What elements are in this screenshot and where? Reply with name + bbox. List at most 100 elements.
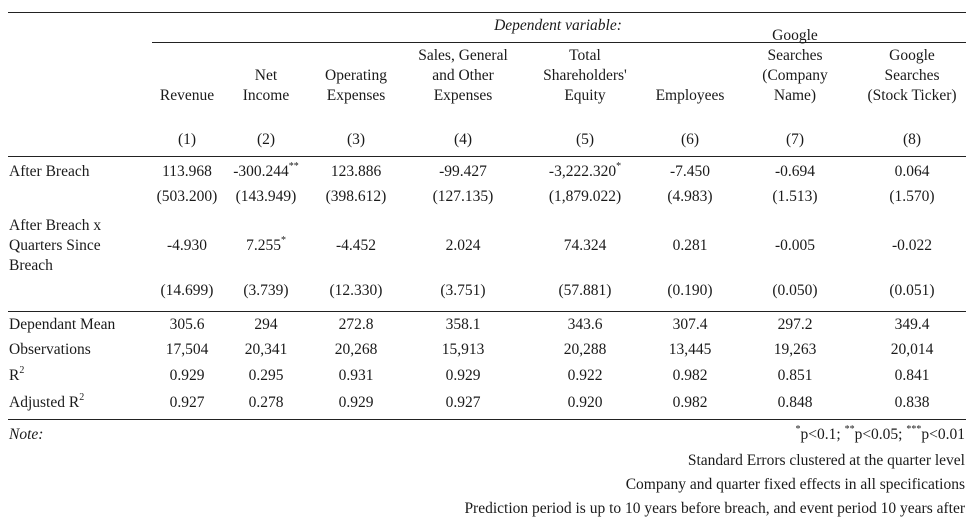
dependent-variable-rule: [152, 42, 966, 43]
column-header-line: Expenses: [433, 87, 493, 104]
column-number: (7): [785, 131, 805, 148]
interaction-coefficient: -4.930: [166, 237, 208, 254]
interaction-standard-error: (12.330): [329, 282, 383, 299]
interaction-coefficient: -4.452: [335, 237, 377, 254]
significance-legend: *p<0.1; **p<0.05; ***p<0.01: [795, 424, 966, 443]
header-bottom-rule: [8, 156, 966, 157]
after-breach-standard-error: (4.983): [667, 188, 713, 205]
note-line: Prediction period is up to 10 years befo…: [464, 500, 965, 517]
interaction-standard-error: (0.190): [667, 282, 713, 299]
significance-stars: *: [616, 161, 622, 172]
stat-label: Observations: [9, 341, 91, 358]
stat-value: 0.922: [567, 367, 603, 384]
stat-value: 0.929: [445, 367, 481, 384]
stat-value: 0.927: [169, 394, 205, 411]
column-header-line: (Company: [762, 67, 828, 84]
column-header-line: Searches: [884, 67, 940, 84]
column-header-line: and Other: [432, 67, 494, 84]
column-header-name: Google Searches (Stock Ticker): [867, 46, 956, 106]
column-header-line: Revenue: [159, 87, 215, 104]
column-header-line: Google: [772, 27, 818, 44]
column-number: (5): [575, 131, 595, 148]
top-rule: [8, 12, 966, 13]
column-number: (8): [902, 131, 922, 148]
stat-value: 343.6: [567, 316, 603, 333]
stat-value: 20,341: [244, 341, 288, 358]
column-number: (1): [177, 131, 197, 148]
interaction-coefficient: 7.255*: [246, 235, 286, 254]
significance-stars: **: [288, 161, 299, 172]
interaction-standard-error: (3.751): [440, 282, 486, 299]
row-label-line: After Breach x: [9, 217, 102, 234]
after-breach-standard-error: (1.570): [889, 188, 935, 205]
stat-value: 0.295: [248, 367, 284, 384]
column-header-line: Employees: [655, 87, 725, 104]
stats-bottom-rule: [8, 419, 966, 420]
after-breach-standard-error: (127.135): [432, 188, 494, 205]
stat-value: 358.1: [445, 316, 481, 333]
after-breach-coefficient: 123.886: [330, 163, 382, 180]
stat-label: Dependant Mean: [9, 316, 116, 333]
stat-value: 0.851: [777, 367, 813, 384]
interaction-coefficient: 74.324: [563, 237, 607, 254]
stat-value: 0.982: [672, 394, 708, 411]
interaction-coefficient: -0.005: [774, 237, 816, 254]
column-header-name: Revenue: [160, 86, 214, 106]
significance-legend-stars: *: [795, 424, 801, 435]
coefficients-bottom-rule: [8, 311, 966, 312]
stat-value: 0.929: [338, 394, 374, 411]
stat-value: 17,504: [165, 341, 209, 358]
significance-legend-stars: **: [844, 424, 855, 435]
stat-value: 0.841: [894, 367, 930, 384]
significance-stars: *: [280, 235, 286, 246]
stat-value: 0.848: [777, 394, 813, 411]
after-breach-coefficient: -300.244**: [233, 161, 299, 180]
stat-value: 20,288: [563, 341, 607, 358]
stat-value: 0.982: [672, 367, 708, 384]
column-header-name: Operating Expenses: [325, 66, 387, 106]
stat-value: 0.927: [445, 394, 481, 411]
stat-value: 20,014: [890, 341, 934, 358]
row-label-after-breach: After Breach: [9, 163, 90, 180]
stat-value: 15,913: [441, 341, 485, 358]
after-breach-standard-error: (143.949): [235, 188, 297, 205]
stat-value: 349.4: [894, 316, 930, 333]
column-header-line: Searches: [767, 47, 823, 64]
column-number: (3): [346, 131, 366, 148]
stat-label: R2: [9, 365, 25, 384]
stat-value: 0.931: [338, 367, 374, 384]
stat-value: 13,445: [668, 341, 712, 358]
note-line: Company and quarter fixed effects in all…: [625, 476, 965, 493]
column-header-line: Operating: [325, 67, 387, 84]
after-breach-coefficient: -3,222.320*: [548, 161, 622, 180]
interaction-standard-error: (0.051): [889, 282, 935, 299]
column-header-line: Net: [254, 67, 278, 84]
stat-value: 0.929: [169, 367, 205, 384]
after-breach-coefficient: 0.064: [894, 163, 930, 180]
interaction-standard-error: (0.050): [772, 282, 818, 299]
after-breach-coefficient: -0.694: [774, 163, 816, 180]
interaction-standard-error: (14.699): [160, 282, 214, 299]
stat-value: 307.4: [672, 316, 708, 333]
row-label-line: Breach: [9, 257, 53, 274]
column-number: (4): [453, 131, 473, 148]
note-label: Note:: [9, 426, 44, 443]
column-header-line: Shareholders': [543, 67, 627, 84]
column-header-line: Expenses: [326, 87, 386, 104]
note-line: Standard Errors clustered at the quarter…: [687, 452, 965, 469]
stat-value: 0.838: [894, 394, 930, 411]
significance-legend-stars: ***: [906, 424, 922, 435]
stat-value: 0.920: [567, 394, 603, 411]
column-header-line: Sales, General: [418, 47, 508, 64]
column-header-name: Total Shareholders' Equity: [543, 46, 627, 106]
column-header-line: Google: [889, 47, 935, 64]
stat-value: 305.6: [169, 316, 205, 333]
column-header-line: Income: [242, 87, 290, 104]
interaction-coefficient: 0.281: [672, 237, 708, 254]
interaction-coefficient: -0.022: [891, 237, 933, 254]
interaction-standard-error: (3.739): [243, 282, 289, 299]
column-header-line: Name): [773, 87, 817, 104]
dependent-variable-caption: Dependent variable:: [494, 17, 622, 34]
column-number: (6): [680, 131, 700, 148]
